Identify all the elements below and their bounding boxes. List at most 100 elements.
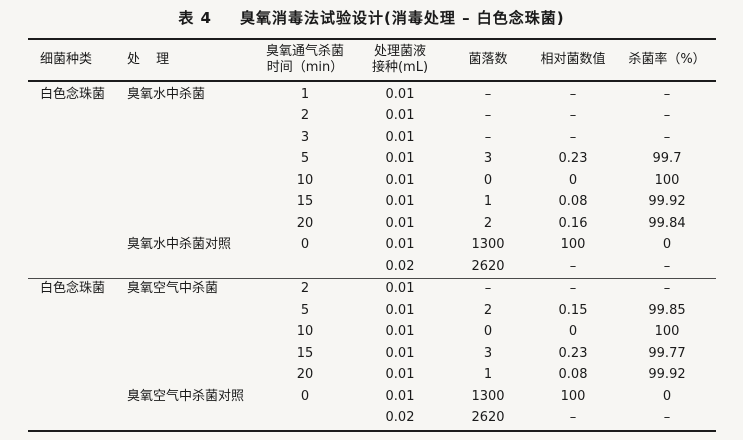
table-cell-colony: 2 <box>483 215 493 231</box>
table-body: 白色念珠菌 臭氧水中杀菌 1 0.01 – – – 2 0.01 – – – 3 0.01 – – – 5 0.01… <box>28 84 716 429</box>
table-cell-inoculum: 0.01 <box>385 367 415 383</box>
table-cell-inoculum: 0.01 <box>385 281 415 297</box>
table-cell-inoculum: 0.01 <box>385 86 415 102</box>
table-cell-kill_rate: – <box>663 129 671 145</box>
table-cell-colony: 1 <box>483 367 493 383</box>
table-row: 臭氧空气中杀菌对照 0 0.01 1300 100 0 <box>28 386 716 408</box>
table-cell-time: 20 <box>296 215 314 231</box>
table-cell-relative: 0.23 <box>558 345 588 361</box>
group-divider <box>28 277 716 279</box>
table-cell-time: 0 <box>300 237 310 253</box>
table-cell-colony: 1 <box>483 194 493 210</box>
table-cell-colony: 2 <box>483 302 493 318</box>
table-cell-relative: 0.16 <box>558 215 588 231</box>
table-row: 2 0.01 – – – <box>28 106 716 128</box>
table-cell-inoculum: 0.01 <box>385 388 415 404</box>
table-row: 0.02 2620 – – <box>28 256 716 278</box>
table-cell-time: 15 <box>296 194 314 210</box>
table-cell-colony: 1300 <box>471 388 505 404</box>
table-row: 白色念珠菌 臭氧空气中杀菌 2 0.01 – – – <box>28 279 716 301</box>
table-cell-inoculum: 0.01 <box>385 302 415 318</box>
table-cell-inoculum: 0.01 <box>385 172 415 188</box>
table-cell-colony: 0 <box>483 172 493 188</box>
header-cell-relative: 相对菌数值 <box>540 51 606 67</box>
table-row: 臭氧水中杀菌对照 0 0.01 1300 100 0 <box>28 235 716 257</box>
table-cell-colony: 0 <box>483 324 493 340</box>
table-cell-relative: – <box>569 410 577 426</box>
table-row: 10 0.01 0 0 100 <box>28 170 716 192</box>
bottom-rule <box>28 430 716 432</box>
table-row: 15 0.01 3 0.23 99.77 <box>28 343 716 365</box>
table-cell-time: 15 <box>296 345 314 361</box>
table-cell-treatment: 臭氧空气中杀菌对照 <box>127 388 245 404</box>
table-header: 细菌种类 处 理 臭氧通气杀菌 时间（min） 处理菌液 接种(mL) 菌落数 相对菌数值 杀菌… <box>28 42 716 78</box>
table-cell-time: 10 <box>296 324 314 340</box>
table-cell-time: 0 <box>300 388 310 404</box>
table-cell-relative: 100 <box>560 388 586 404</box>
table-title: 表 4 臭氧消毒法试验设计(消毒处理 – 白色念珠菌) <box>0 7 743 28</box>
table-cell-relative: 0 <box>568 172 578 188</box>
header-cell-colony: 菌落数 <box>468 51 508 67</box>
table-title-text: 臭氧消毒法试验设计(消毒处理 – 白色念珠菌) <box>240 9 565 27</box>
table-cell-kill_rate: 99.92 <box>648 194 686 210</box>
table-cell-kill_rate: 99.77 <box>648 345 686 361</box>
header-cell-kill_rate: 杀菌率（%） <box>628 51 706 67</box>
table-row: 15 0.01 1 0.08 99.92 <box>28 192 716 214</box>
table-cell-kill_rate: – <box>663 108 671 124</box>
table-cell-relative: 100 <box>560 237 586 253</box>
table-cell-kill_rate: 99.84 <box>648 215 686 231</box>
table-cell-colony: 3 <box>483 151 493 167</box>
table-cell-kill_rate: – <box>663 281 671 297</box>
table-cell-inoculum: 0.01 <box>385 151 415 167</box>
table-cell-inoculum: 0.01 <box>385 194 415 210</box>
table-cell-inoculum: 0.01 <box>385 345 415 361</box>
table-cell-inoculum: 0.02 <box>385 410 415 426</box>
table-cell-treatment: 臭氧水中杀菌 <box>127 86 206 102</box>
table-cell-relative: – <box>569 258 577 274</box>
table-cell-kill_rate: 100 <box>654 324 680 340</box>
table-cell-colony: – <box>484 281 492 297</box>
top-rule <box>28 38 716 40</box>
table-cell-kill_rate: 0 <box>662 237 672 253</box>
table-cell-time: 5 <box>300 151 310 167</box>
table-number-label: 表 4 <box>178 9 212 27</box>
header-cell-species: 细菌种类 <box>40 51 93 67</box>
table-cell-inoculum: 0.01 <box>385 237 415 253</box>
table-row: 0.02 2620 – – <box>28 408 716 430</box>
table-cell-inoculum: 0.02 <box>385 258 415 274</box>
table-cell-relative: – <box>569 86 577 102</box>
table-cell-relative: – <box>569 108 577 124</box>
table-cell-colony: – <box>484 129 492 145</box>
table-cell-time: 5 <box>300 302 310 318</box>
header-cell-inoculum: 处理菌液 接种(mL) <box>371 43 429 75</box>
table-cell-time: 2 <box>300 281 310 297</box>
table-row: 10 0.01 0 0 100 <box>28 322 716 344</box>
header-rule <box>28 80 716 82</box>
table-cell-kill_rate: – <box>663 410 671 426</box>
table-cell-kill_rate: 99.85 <box>648 302 686 318</box>
table-cell-kill_rate: 0 <box>662 388 672 404</box>
table-cell-treatment: 臭氧水中杀菌对照 <box>127 237 232 253</box>
table-cell-relative: 0.08 <box>558 367 588 383</box>
table-cell-inoculum: 0.01 <box>385 108 415 124</box>
header-cell-treatment: 处 理 <box>127 51 176 67</box>
table-cell-colony: – <box>484 86 492 102</box>
table-cell-relative: 0.15 <box>558 302 588 318</box>
table-cell-relative: – <box>569 281 577 297</box>
table-cell-time: 1 <box>300 86 310 102</box>
table-row: 20 0.01 2 0.16 99.84 <box>28 213 716 235</box>
table-row: 5 0.01 2 0.15 99.85 <box>28 300 716 322</box>
table-cell-colony: 1300 <box>471 237 505 253</box>
table-cell-inoculum: 0.01 <box>385 129 415 145</box>
table-cell-time: 3 <box>300 129 310 145</box>
table-cell-relative: 0 <box>568 324 578 340</box>
table-cell-time: 10 <box>296 172 314 188</box>
header-cell-time: 臭氧通气杀菌 时间（min） <box>265 43 344 75</box>
table-cell-relative: 0.23 <box>558 151 588 167</box>
table-cell-time: 2 <box>300 108 310 124</box>
table-cell-kill_rate: 99.7 <box>652 151 682 167</box>
table-cell-relative: 0.08 <box>558 194 588 210</box>
table-cell-relative: – <box>569 129 577 145</box>
table-cell-inoculum: 0.01 <box>385 215 415 231</box>
table-cell-kill_rate: – <box>663 258 671 274</box>
